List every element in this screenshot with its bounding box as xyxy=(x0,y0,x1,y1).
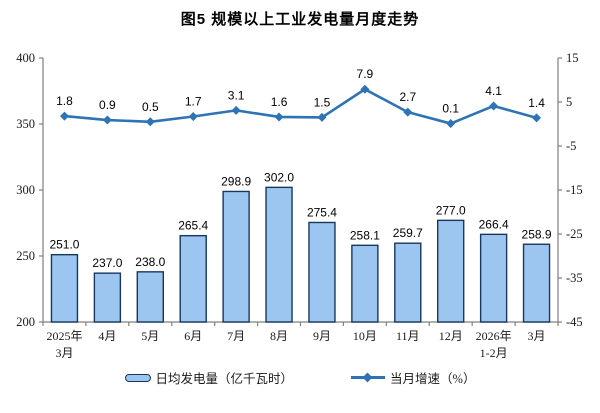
svg-text:298.9: 298.9 xyxy=(221,174,251,188)
svg-text:4月: 4月 xyxy=(98,329,116,343)
plot-area: 400 350 300 250 200 15 5 -5 -15 -25 -35 -45 2025年 3月 4… xyxy=(16,51,583,360)
svg-text:4.1: 4.1 xyxy=(485,84,502,98)
svg-text:3月: 3月 xyxy=(55,346,73,360)
svg-text:3月: 3月 xyxy=(528,329,546,343)
line-series-swatch-icon xyxy=(351,372,386,383)
svg-text:1-2月: 1-2月 xyxy=(480,346,508,360)
svg-text:0.1: 0.1 xyxy=(442,102,459,116)
svg-text:250: 250 xyxy=(16,249,35,263)
diamond-marker-icon xyxy=(362,372,373,383)
svg-text:-45: -45 xyxy=(566,315,583,329)
svg-text:15: 15 xyxy=(566,51,579,65)
svg-text:0.9: 0.9 xyxy=(99,98,116,112)
svg-text:266.4: 266.4 xyxy=(479,217,509,231)
svg-text:1.7: 1.7 xyxy=(185,95,202,109)
svg-text:2025年: 2025年 xyxy=(46,329,82,343)
svg-text:251.0: 251.0 xyxy=(49,238,79,252)
svg-text:8月: 8月 xyxy=(270,329,288,343)
svg-text:1.6: 1.6 xyxy=(271,95,288,109)
svg-text:1.5: 1.5 xyxy=(314,95,331,109)
svg-text:12月: 12月 xyxy=(439,329,463,343)
svg-text:275.4: 275.4 xyxy=(307,205,337,219)
svg-text:200: 200 xyxy=(16,315,35,329)
svg-text:350: 350 xyxy=(16,117,35,131)
svg-text:6月: 6月 xyxy=(184,329,202,343)
legend: 日均发电量（亿千瓦时） 当月增速（%） xyxy=(0,368,600,387)
svg-text:400: 400 xyxy=(16,51,35,65)
svg-text:258.1: 258.1 xyxy=(350,228,380,242)
svg-text:1.4: 1.4 xyxy=(528,96,545,110)
svg-text:277.0: 277.0 xyxy=(436,203,466,217)
svg-text:2026年: 2026年 xyxy=(476,329,512,343)
svg-text:7月: 7月 xyxy=(227,329,245,343)
legend-item-line: 当月增速（%） xyxy=(351,368,475,387)
legend-label-bar: 日均发电量（亿千瓦时） xyxy=(155,372,294,386)
svg-text:238.0: 238.0 xyxy=(135,255,165,269)
svg-text:10月: 10月 xyxy=(353,329,377,343)
svg-text:7.9: 7.9 xyxy=(357,67,374,81)
bar-series-swatch-icon xyxy=(124,373,151,382)
svg-text:1.8: 1.8 xyxy=(56,94,73,108)
svg-text:5: 5 xyxy=(566,95,572,109)
svg-text:11月: 11月 xyxy=(396,329,420,343)
svg-text:5月: 5月 xyxy=(141,329,159,343)
svg-text:300: 300 xyxy=(16,183,35,197)
svg-text:-15: -15 xyxy=(566,183,583,197)
svg-text:259.7: 259.7 xyxy=(393,226,423,240)
legend-item-bar: 日均发电量（亿千瓦时） xyxy=(124,368,294,387)
svg-text:258.9: 258.9 xyxy=(522,227,552,241)
svg-text:265.4: 265.4 xyxy=(178,219,208,233)
svg-text:-35: -35 xyxy=(566,271,583,285)
svg-text:237.0: 237.0 xyxy=(92,256,122,270)
chart-title: 图5 规模以上工业发电量月度走势 xyxy=(180,11,420,28)
svg-text:0.5: 0.5 xyxy=(142,100,159,114)
svg-text:302.0: 302.0 xyxy=(264,170,294,184)
svg-text:3.1: 3.1 xyxy=(228,88,245,102)
svg-text:-5: -5 xyxy=(566,139,576,153)
svg-text:2.7: 2.7 xyxy=(399,90,416,104)
svg-text:9月: 9月 xyxy=(313,329,331,343)
svg-text:-25: -25 xyxy=(566,227,583,241)
legend-label-line: 当月增速（%） xyxy=(390,372,476,386)
